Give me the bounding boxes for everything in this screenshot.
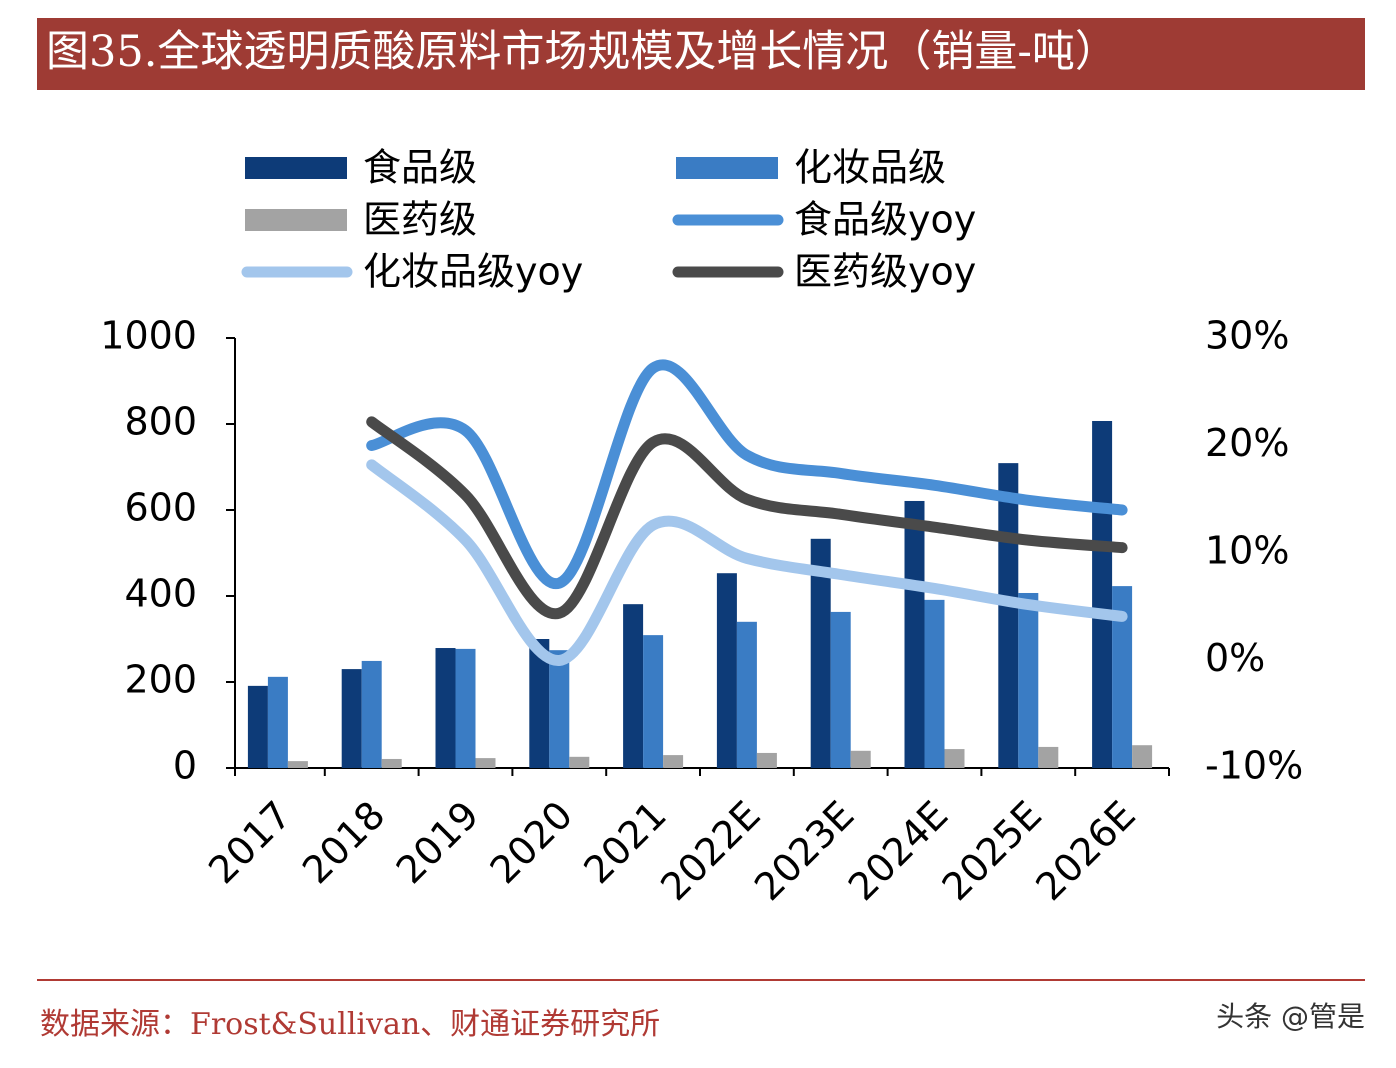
- bar: [904, 500, 925, 768]
- y2-tick-label: -10%: [1205, 744, 1303, 788]
- legend-label: 医药级: [363, 198, 477, 242]
- legend-swatch: [676, 157, 778, 179]
- bar: [287, 761, 308, 768]
- y-tick-label: 800: [124, 400, 197, 444]
- bar: [663, 755, 684, 768]
- legend-label: 化妆品级: [794, 146, 946, 190]
- y-tick-label: 600: [124, 486, 197, 530]
- legend-swatch: [245, 157, 347, 179]
- legend-label: 食品级yoy: [794, 198, 976, 242]
- legend-label: 食品级: [363, 146, 477, 190]
- x-tick-label: 2023E: [746, 793, 862, 909]
- y-tick-label: 1000: [100, 314, 197, 358]
- bar: [475, 758, 496, 768]
- bar: [435, 648, 456, 768]
- bar: [830, 611, 851, 768]
- y2-tick-label: 30%: [1205, 314, 1289, 358]
- bar: [1132, 745, 1153, 768]
- y2-tick-label: 0%: [1205, 636, 1265, 680]
- bar: [998, 463, 1019, 768]
- bar: [1018, 592, 1039, 768]
- bar: [1038, 746, 1059, 768]
- title-banner: [37, 18, 1365, 90]
- bar: [850, 750, 871, 768]
- bar: [924, 599, 945, 768]
- bar: [247, 685, 268, 768]
- bar: [810, 538, 831, 768]
- watermark: 头条 @管是: [1216, 1000, 1365, 1033]
- bar: [381, 758, 402, 768]
- bar: [361, 660, 382, 768]
- source-note: 数据来源：Frost&Sullivan、财通证券研究所: [40, 1007, 660, 1042]
- x-tick-label: 2022E: [652, 793, 768, 909]
- bar: [549, 650, 570, 768]
- legend-label: 化妆品级yoy: [363, 250, 583, 294]
- yoy-line: [366, 459, 1128, 666]
- bar: [643, 635, 664, 768]
- chart-title: 图35.全球透明质酸原料市场规模及增长情况（销量-吨）: [46, 27, 1118, 77]
- bar: [736, 621, 757, 768]
- bar: [569, 756, 590, 768]
- y-tick-label: 400: [124, 572, 197, 616]
- y2-tick-label: 10%: [1205, 529, 1289, 573]
- legend-label: 医药级yoy: [794, 250, 976, 294]
- x-tick-label: 2025E: [934, 793, 1050, 909]
- bar: [1112, 586, 1133, 768]
- bar: [716, 573, 737, 768]
- y2-tick-label: 20%: [1205, 421, 1289, 465]
- x-tick-label: 2017: [200, 793, 300, 893]
- bar: [341, 669, 362, 768]
- bar: [529, 639, 550, 768]
- x-tick-label: 2018: [294, 793, 394, 893]
- y-tick-label: 0: [173, 744, 197, 788]
- bar: [267, 676, 288, 768]
- x-tick-label: 2026E: [1027, 793, 1143, 909]
- bar: [944, 749, 965, 768]
- bar: [623, 604, 644, 768]
- x-tick-label: 2020: [482, 793, 582, 893]
- bar: [455, 648, 476, 768]
- legend-swatch: [245, 209, 347, 231]
- yoy-line: [366, 416, 1128, 620]
- x-tick-label: 2024E: [840, 793, 956, 909]
- x-tick-label: 2019: [388, 793, 488, 893]
- y-tick-label: 200: [124, 658, 197, 702]
- bar: [756, 752, 777, 768]
- yoy-line: [366, 359, 1128, 589]
- bar: [1092, 420, 1113, 768]
